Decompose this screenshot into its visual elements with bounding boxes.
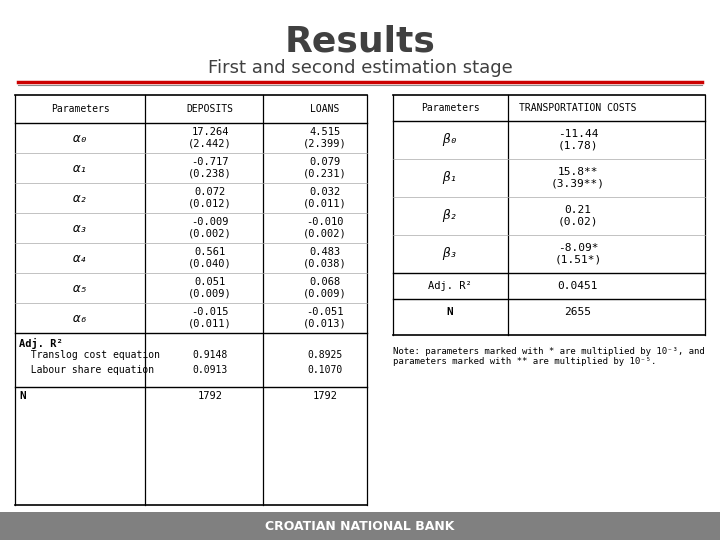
Text: N: N <box>19 391 26 401</box>
Text: 15.8**
(3.39**): 15.8** (3.39**) <box>551 167 605 189</box>
Text: α₁: α₁ <box>73 161 88 174</box>
Text: N: N <box>446 307 454 317</box>
Text: 0.8925: 0.8925 <box>307 350 343 360</box>
Text: First and second estimation stage: First and second estimation stage <box>207 59 513 77</box>
Text: -0.010
(0.002): -0.010 (0.002) <box>303 217 347 239</box>
Text: DEPOSITS: DEPOSITS <box>186 104 233 114</box>
Text: α₂: α₂ <box>73 192 88 205</box>
Text: Results: Results <box>284 25 436 59</box>
Text: α₄: α₄ <box>73 252 88 265</box>
Text: 0.068
(0.009): 0.068 (0.009) <box>303 277 347 299</box>
Text: 4.515
(2.399): 4.515 (2.399) <box>303 127 347 149</box>
Text: 0.483
(0.038): 0.483 (0.038) <box>303 247 347 269</box>
Text: -0.015
(0.011): -0.015 (0.011) <box>188 307 232 329</box>
Text: 0.051
(0.009): 0.051 (0.009) <box>188 277 232 299</box>
Text: 1792: 1792 <box>197 391 222 401</box>
Text: 1792: 1792 <box>312 391 338 401</box>
Text: 0.0913: 0.0913 <box>192 365 228 375</box>
Text: -0.051
(0.013): -0.051 (0.013) <box>303 307 347 329</box>
Text: LOANS: LOANS <box>310 104 340 114</box>
Text: 2655: 2655 <box>564 307 592 317</box>
Text: 0.1070: 0.1070 <box>307 365 343 375</box>
Text: α₆: α₆ <box>73 312 88 325</box>
Text: -11.44
(1.78): -11.44 (1.78) <box>558 129 598 151</box>
Text: Labour share equation: Labour share equation <box>19 365 154 375</box>
Text: 0.0451: 0.0451 <box>558 281 598 291</box>
Bar <box>0 512 720 540</box>
Text: CROATIAN NATIONAL BANK: CROATIAN NATIONAL BANK <box>265 519 455 532</box>
Text: -8.09*
(1.51*): -8.09* (1.51*) <box>554 243 602 265</box>
Text: Note: parameters marked with * are multiplied by 10⁻³, and
parameters marked wit: Note: parameters marked with * are multi… <box>393 347 705 367</box>
Text: Adj. R²: Adj. R² <box>428 281 472 291</box>
Text: α₀: α₀ <box>73 132 88 145</box>
Text: α₃: α₃ <box>73 221 88 234</box>
Text: Parameters: Parameters <box>50 104 109 114</box>
Text: 0.072
(0.012): 0.072 (0.012) <box>188 187 232 209</box>
Text: TRANSPORTATION COSTS: TRANSPORTATION COSTS <box>519 103 636 113</box>
Text: -0.717
(0.238): -0.717 (0.238) <box>188 157 232 179</box>
Text: β₂: β₂ <box>443 210 457 222</box>
Text: β₁: β₁ <box>443 172 457 185</box>
Text: β₃: β₃ <box>443 247 457 260</box>
Text: Parameters: Parameters <box>420 103 480 113</box>
Text: 0.079
(0.231): 0.079 (0.231) <box>303 157 347 179</box>
Text: 0.9148: 0.9148 <box>192 350 228 360</box>
Text: Translog cost equation: Translog cost equation <box>19 350 160 360</box>
Text: 0.561
(0.040): 0.561 (0.040) <box>188 247 232 269</box>
Text: -0.009
(0.002): -0.009 (0.002) <box>188 217 232 239</box>
Text: Adj. R²: Adj. R² <box>19 338 63 348</box>
Text: α₅: α₅ <box>73 281 88 294</box>
Text: β₀: β₀ <box>443 133 457 146</box>
Text: 0.032
(0.011): 0.032 (0.011) <box>303 187 347 209</box>
Text: 0.21
(0.02): 0.21 (0.02) <box>558 205 598 227</box>
Text: 17.264
(2.442): 17.264 (2.442) <box>188 127 232 149</box>
